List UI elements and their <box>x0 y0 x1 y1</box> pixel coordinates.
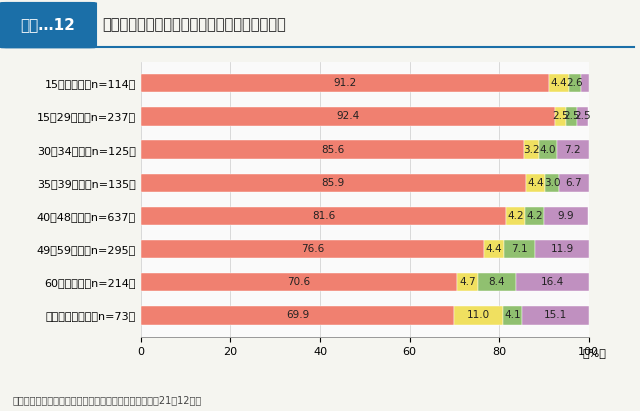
Bar <box>525 207 544 225</box>
Text: 4.4: 4.4 <box>551 78 568 88</box>
Bar <box>503 306 522 325</box>
Text: 3.2: 3.2 <box>523 145 540 155</box>
Bar <box>141 74 549 92</box>
Bar <box>141 141 524 159</box>
Text: 7.2: 7.2 <box>564 145 581 155</box>
Bar <box>555 107 566 125</box>
Bar <box>549 74 569 92</box>
Bar <box>524 141 539 159</box>
Text: 4.2: 4.2 <box>508 211 524 221</box>
Text: 3.0: 3.0 <box>544 178 560 188</box>
Bar <box>566 107 577 125</box>
Text: 69.9: 69.9 <box>285 310 309 321</box>
Text: 4.7: 4.7 <box>460 277 476 287</box>
Bar <box>545 173 559 192</box>
Bar <box>525 173 545 192</box>
Bar <box>539 141 557 159</box>
Text: 85.6: 85.6 <box>321 145 344 155</box>
Bar <box>504 240 536 258</box>
Bar <box>557 141 589 159</box>
Text: 9.9: 9.9 <box>558 211 575 221</box>
Text: 「１週間の労働時間」と「朝食頻度」との関係: 「１週間の労働時間」と「朝食頻度」との関係 <box>102 17 286 32</box>
Text: 70.6: 70.6 <box>287 277 310 287</box>
Text: 85.9: 85.9 <box>321 178 345 188</box>
Bar <box>141 273 457 291</box>
Bar <box>141 107 555 125</box>
Text: 15.1: 15.1 <box>544 310 567 321</box>
Text: 4.0: 4.0 <box>540 145 556 155</box>
Text: 図表…12: 図表…12 <box>20 17 76 32</box>
Bar <box>484 240 504 258</box>
Text: 91.2: 91.2 <box>333 78 356 88</box>
Text: 2.5: 2.5 <box>575 111 591 121</box>
Text: 6.7: 6.7 <box>566 178 582 188</box>
Text: 92.4: 92.4 <box>336 111 360 121</box>
Bar <box>522 306 589 325</box>
Text: 2.5: 2.5 <box>552 111 569 121</box>
Bar <box>454 306 503 325</box>
Bar <box>457 273 478 291</box>
FancyBboxPatch shape <box>0 3 96 47</box>
Bar <box>559 173 589 192</box>
Bar <box>569 74 580 92</box>
Bar <box>141 207 506 225</box>
Bar <box>478 273 516 291</box>
Bar <box>141 173 525 192</box>
Text: 76.6: 76.6 <box>301 244 324 254</box>
Bar <box>577 107 588 125</box>
Text: 2.5: 2.5 <box>563 111 580 121</box>
Text: 4.4: 4.4 <box>527 178 544 188</box>
Text: 8.4: 8.4 <box>489 277 505 287</box>
Bar <box>580 74 589 92</box>
Bar <box>506 207 525 225</box>
Bar <box>516 273 589 291</box>
Text: 4.1: 4.1 <box>504 310 521 321</box>
Text: 81.6: 81.6 <box>312 211 335 221</box>
Text: 7.1: 7.1 <box>511 244 528 254</box>
Text: 11.0: 11.0 <box>467 310 490 321</box>
X-axis label: （%）: （%） <box>583 348 607 358</box>
Bar <box>141 306 454 325</box>
Text: 16.4: 16.4 <box>541 277 564 287</box>
Text: 11.9: 11.9 <box>550 244 574 254</box>
Bar <box>141 240 484 258</box>
Bar <box>536 240 589 258</box>
Text: 4.4: 4.4 <box>486 244 502 254</box>
Text: 資料：内閣府「食育の現状と意識に関する調査」（平成21年12月）: 資料：内閣府「食育の現状と意識に関する調査」（平成21年12月） <box>13 395 202 405</box>
Bar <box>544 207 588 225</box>
Text: 4.2: 4.2 <box>526 211 543 221</box>
Text: 2.6: 2.6 <box>566 78 583 88</box>
